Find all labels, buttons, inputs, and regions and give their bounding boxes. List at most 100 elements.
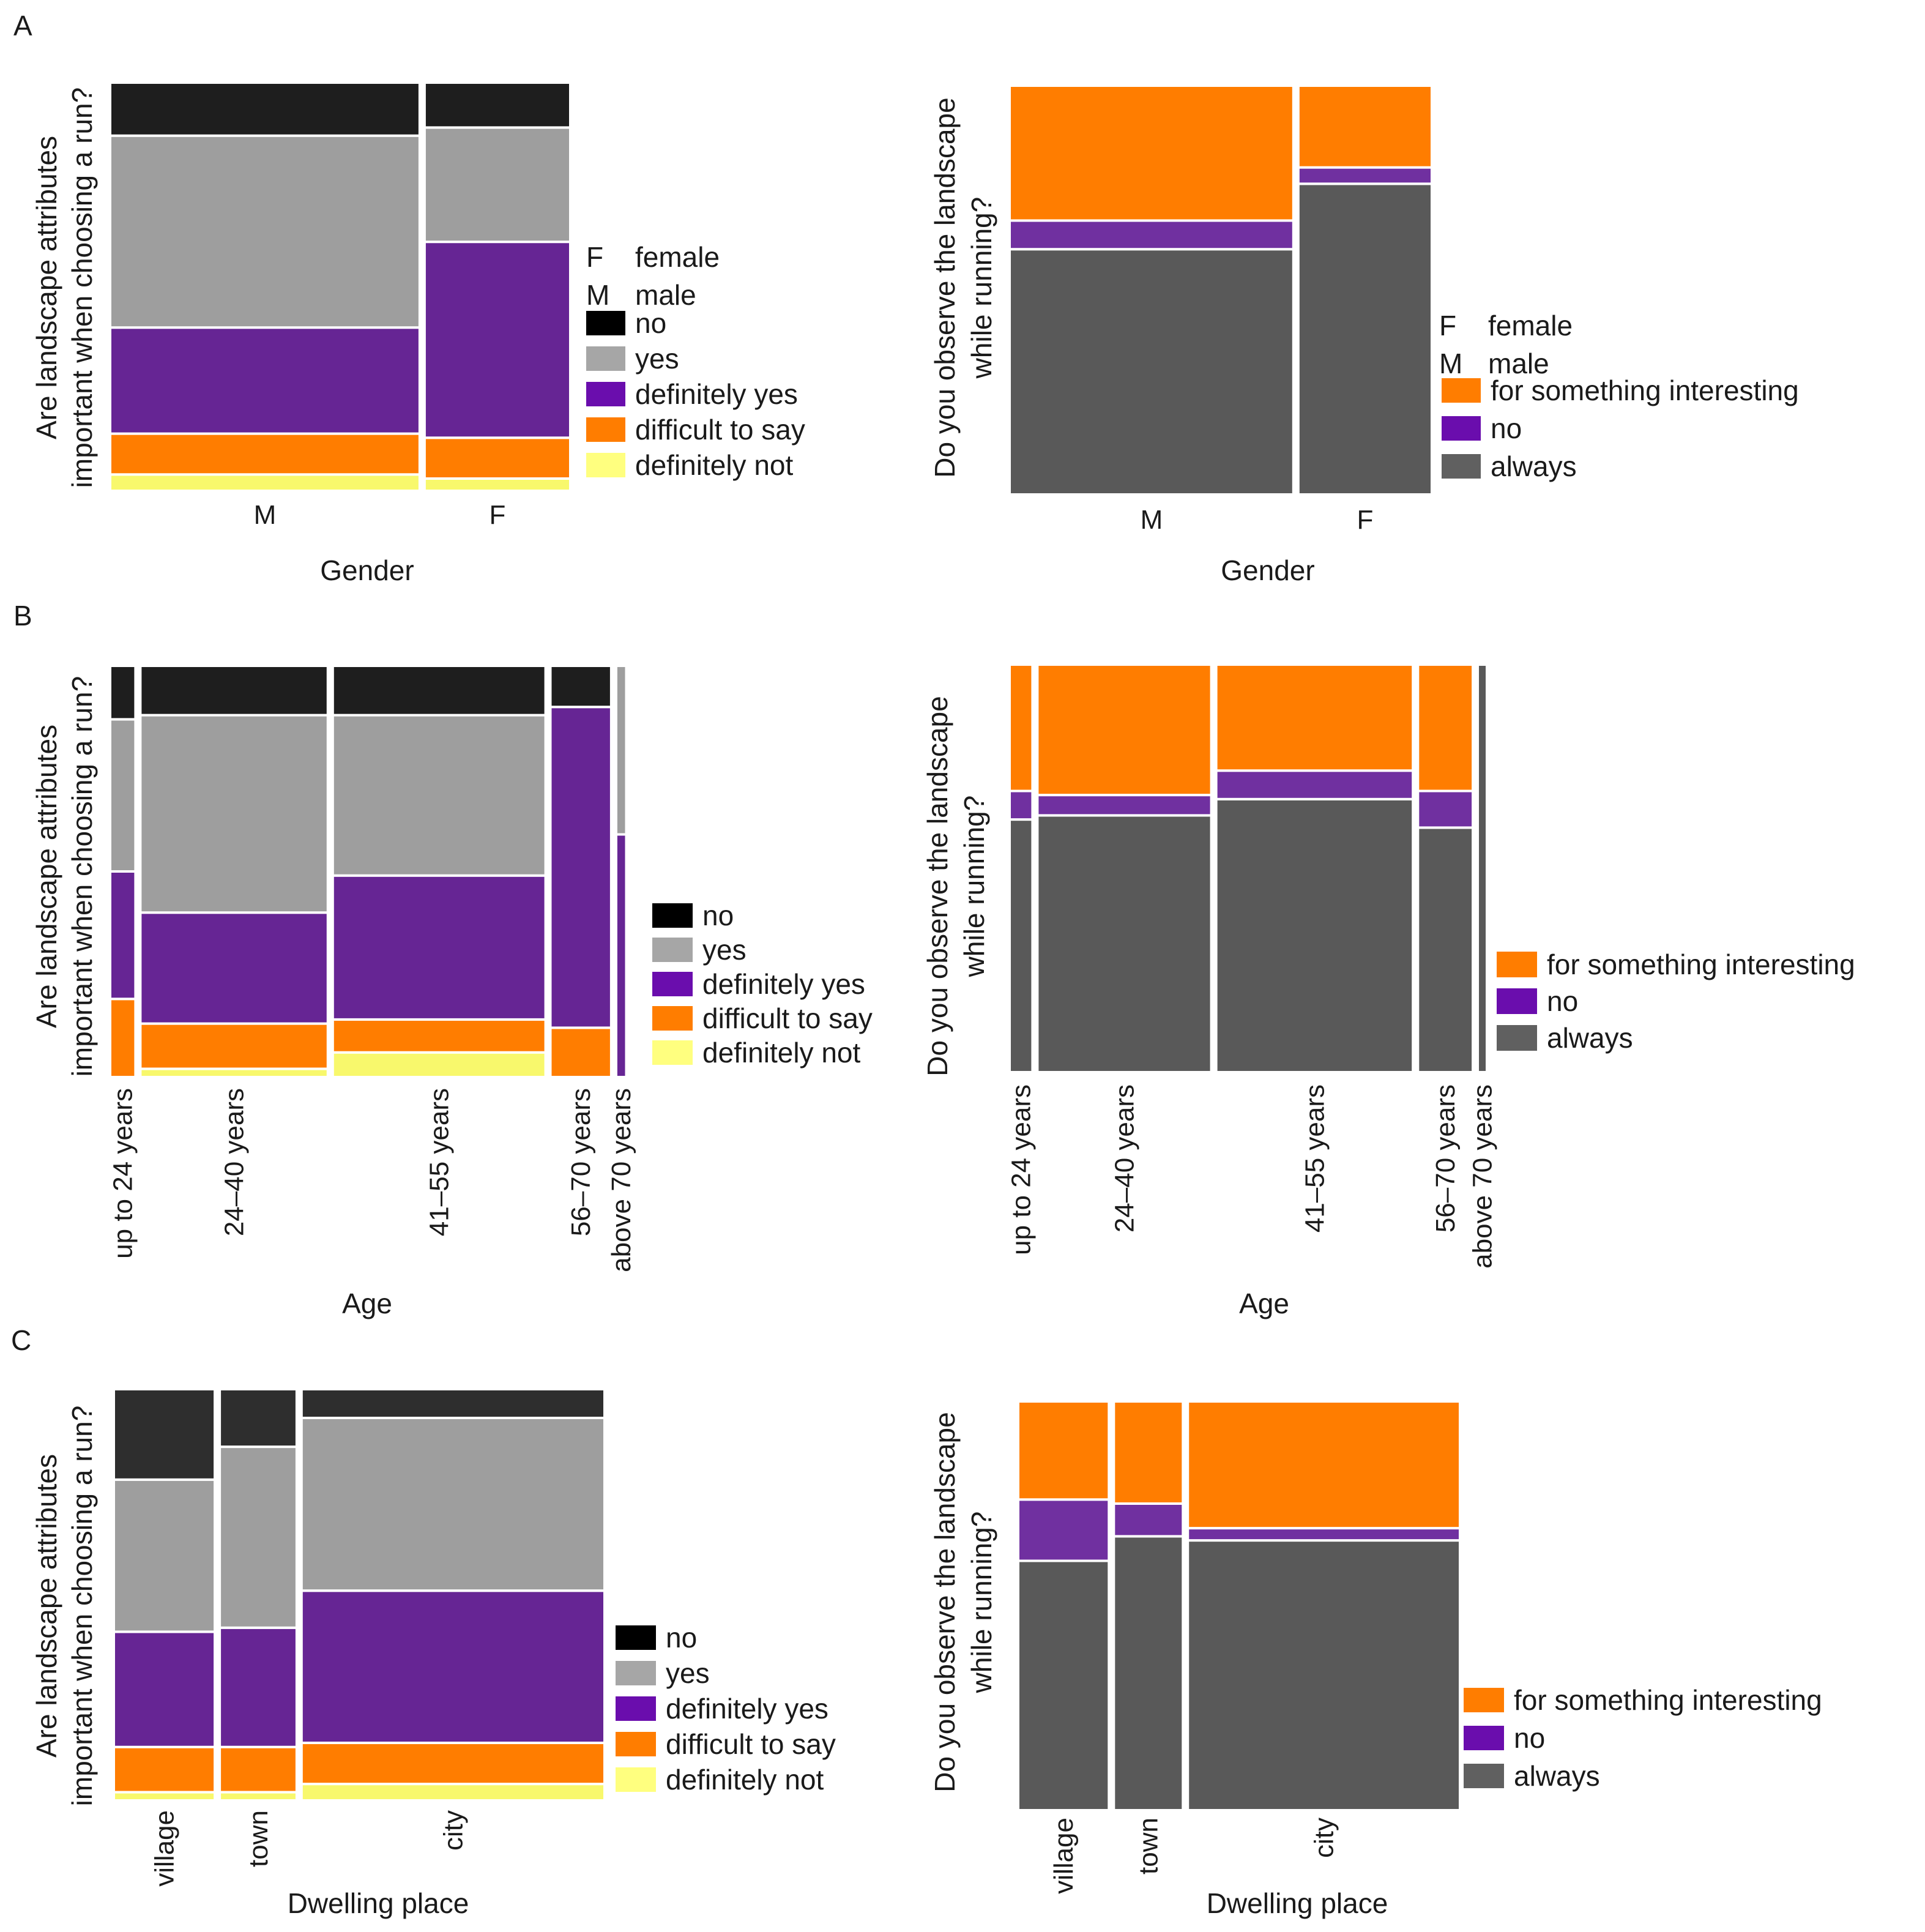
legend-swatch-difficult-to-say [616,1732,656,1756]
tile-m-difficult-to-say [109,432,421,476]
legend-swatch-definitely-yes [616,1696,656,1721]
tile-m-definitely-not [109,473,421,492]
tick-label-56-70-years: 56–70 years [1431,1084,1461,1233]
panel-label-b: B [13,600,32,632]
legend-swatch-no [586,311,625,335]
tile-41-55-years-definitely-not [331,1051,547,1078]
tile-f-yes [423,126,572,244]
tile-24-40-years-yes [139,714,329,914]
y-axis-title-line-2: while running? [966,1512,997,1694]
legend-swatch-yes [586,346,625,371]
abbrev-label-male: male [635,279,696,311]
tile-village-for-something-interesting [1017,1400,1111,1501]
tile-24-40-years-always [1036,814,1213,1074]
tile-city-no [1186,1527,1461,1542]
tile-city-for-something-interesting [1186,1400,1461,1530]
tile-f-difficult-to-say [423,436,572,480]
y-axis-title-line-1: Are landscape attributes [31,1454,62,1758]
legend-label-for-something-interesting: for something interesting [1514,1684,1822,1716]
legend-swatch-always [1464,1764,1504,1788]
legend-label-definitely-yes: definitely yes [635,378,798,410]
legend-label-definitely-not: definitely not [702,1037,860,1069]
tile-24-40-years-definitely-yes [139,911,329,1025]
tile-f-definitely-yes [423,241,572,439]
legend-label-yes: yes [666,1657,710,1689]
legend-label-always: always [1491,450,1577,482]
tile-village-always [1017,1559,1111,1811]
legend-swatch-difficult-to-say [652,1006,693,1031]
tile-41-55-years-no [1215,769,1415,800]
chart-c-left: village town city Dwelling place Are landsca… [31,1388,836,1919]
tile-f-for-something-interesting [1297,84,1434,169]
tile-56-70-years-for-something-interesting [1417,663,1475,793]
tile-town-definitely-yes [218,1626,298,1748]
legend-swatch-always [1442,454,1481,479]
legend-swatch-difficult-to-say [586,417,625,442]
tile-city-definitely-yes [300,1589,606,1744]
tile-village-no [1017,1498,1111,1562]
x-axis-title: Dwelling place [1207,1887,1388,1919]
tile-41-55-years-difficult-to-say [331,1018,547,1054]
legend-label-for-something-interesting: for something interesting [1547,949,1855,980]
tile-41-55-years-for-something-interesting [1215,663,1415,772]
legend-label-no: no [1514,1722,1545,1754]
tick-label-56-70-years: 56–70 years [566,1088,596,1236]
tile-m-always [1008,248,1295,496]
tick-label-city: city [1309,1818,1339,1858]
tile-56-70-years-no [549,665,612,709]
legend-swatch-yes [652,938,693,962]
legend-label-always: always [1514,1760,1600,1792]
tick-label-above-70-years: above 70 years [606,1088,636,1272]
legend-label-definitely-not: definitely not [635,449,793,481]
tick-label-m: M [1141,505,1163,535]
tile-m-no [109,81,421,137]
tile-up-to-24-years-for-something-interesting [1008,663,1034,793]
tile-city-no [300,1388,606,1419]
tick-label-f: F [490,500,506,530]
legend-label-definitely-yes: definitely yes [666,1693,828,1725]
legend-label-yes: yes [635,343,679,375]
y-axis-title-line-2: while running? [966,197,997,379]
tile-56-70-years-always [1417,826,1475,1074]
tile-up-to-24-years-definitely-yes [109,870,137,1001]
y-axis-title-line-1: Do you observe the landscape [929,97,961,477]
legend-swatch-definitely-not [586,453,625,477]
tile-24-40-years-difficult-to-say [139,1022,329,1070]
tick-label-41-55-years: 41–55 years [425,1088,455,1236]
y-axis-title-line-2: important when choosing a run? [66,676,98,1077]
tile-village-definitely-yes [113,1630,217,1748]
tile-village-definitely-not [113,1791,217,1802]
tile-m-for-something-interesting [1008,84,1295,222]
abbrev-key-f: F [1439,310,1456,341]
y-axis-title-line-2: important when choosing a run? [66,1406,98,1807]
panel-label-a: A [13,10,32,42]
tile-village-yes [113,1478,217,1633]
legend-label-difficult-to-say: difficult to say [666,1728,836,1760]
tick-label-24-40-years: 24–40 years [220,1088,250,1236]
chart-c-right: village town city Dwelling place Do you obse… [929,1400,1822,1919]
tile-m-definitely-yes [109,326,421,435]
legend-swatch-for-something-interesting [1497,952,1537,977]
tile-above-70-years-definitely-yes [614,833,628,1078]
tile-24-40-years-no [1036,794,1213,817]
legend-label-always: always [1547,1022,1633,1054]
tile-f-no [423,81,572,129]
y-axis-title-line-1: Are landscape attributes [31,136,62,439]
tile-up-to-24-years-no [1008,789,1034,821]
y-axis-title-line-1: Do you observe the landscape [929,1412,961,1792]
abbrev-label-female: female [635,241,720,273]
tick-label-town: town [1134,1818,1164,1874]
tick-label-above-70-years: above 70 years [1468,1084,1498,1269]
tile-village-no [113,1388,217,1481]
legend-swatch-definitely-not [652,1040,693,1065]
legend-swatch-no [652,903,693,928]
tile-town-definitely-not [218,1791,298,1802]
legend-swatch-definitely-not [616,1767,656,1792]
legend-swatch-for-something-interesting [1464,1688,1504,1712]
tile-24-40-years-definitely-not [139,1067,329,1078]
tile-city-definitely-not [300,1783,606,1802]
legend-swatch-yes [616,1661,656,1685]
abbrev-key-f: F [586,241,603,273]
y-axis-title-line-1: Do you observe the landscape [922,696,953,1076]
